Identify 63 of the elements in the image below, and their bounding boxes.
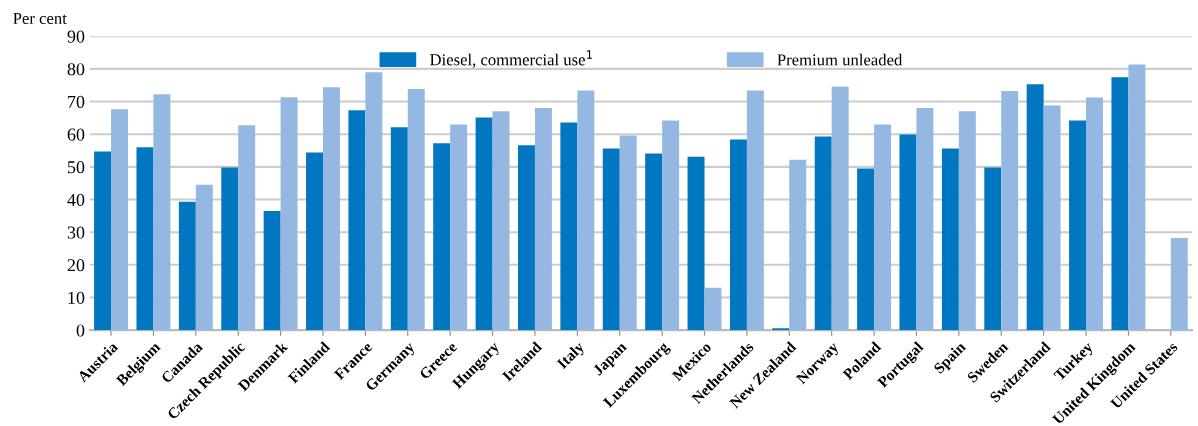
bar xyxy=(153,94,171,331)
bar xyxy=(450,124,468,331)
bar xyxy=(518,145,535,331)
bar xyxy=(1001,91,1019,331)
legend-label: Diesel, commercial use$^{1}$ xyxy=(430,50,593,68)
bar xyxy=(560,122,578,331)
bar xyxy=(407,89,425,331)
bar xyxy=(94,151,112,331)
y-tick-label: 20 xyxy=(67,259,85,272)
bar xyxy=(619,135,637,331)
bar xyxy=(221,167,239,331)
bar xyxy=(475,117,493,331)
bar xyxy=(746,90,764,331)
bar xyxy=(729,139,747,331)
y-tick-label: 30 xyxy=(67,226,85,239)
bar xyxy=(831,86,849,331)
bar xyxy=(323,87,340,331)
bar xyxy=(645,153,663,331)
bar xyxy=(916,108,934,331)
bar xyxy=(1086,97,1103,331)
bar xyxy=(1043,105,1061,331)
bar xyxy=(136,147,154,331)
y-tick-label: 70 xyxy=(68,95,85,108)
bar xyxy=(534,108,552,331)
bar xyxy=(111,109,128,331)
bar xyxy=(687,156,705,331)
bar xyxy=(1026,84,1044,331)
bar xyxy=(1128,64,1146,331)
bar xyxy=(662,120,680,331)
bar xyxy=(984,167,1002,331)
bar xyxy=(280,97,298,331)
bar xyxy=(390,127,408,331)
bar xyxy=(306,152,323,331)
bar xyxy=(1170,238,1188,331)
bar xyxy=(348,110,366,331)
y-tick-label: 60 xyxy=(67,128,85,141)
bar xyxy=(263,210,281,331)
legend-label: Premium unleaded xyxy=(777,53,903,66)
bar xyxy=(492,111,510,331)
bar xyxy=(789,159,807,331)
bar xyxy=(1111,77,1129,331)
bar xyxy=(577,90,595,331)
y-tick-label: 0 xyxy=(76,324,85,337)
bar xyxy=(602,148,620,331)
y-axis-title: Per cent xyxy=(13,12,67,25)
y-tick-label: 90 xyxy=(67,30,85,43)
bar xyxy=(704,287,722,331)
bar xyxy=(365,72,383,331)
bar xyxy=(433,143,451,331)
bar xyxy=(941,148,959,331)
y-tick-label: 40 xyxy=(67,193,85,206)
bar xyxy=(899,134,917,331)
bar xyxy=(238,125,256,331)
bar xyxy=(814,136,832,331)
bar xyxy=(958,111,976,331)
y-tick-label: 50 xyxy=(67,161,85,174)
y-tick-label: 10 xyxy=(68,291,85,304)
y-tick-label: 80 xyxy=(67,63,85,76)
bar xyxy=(1069,120,1087,331)
bar xyxy=(874,124,892,331)
bar xyxy=(195,184,213,331)
bar xyxy=(178,201,196,331)
bar xyxy=(857,168,875,331)
